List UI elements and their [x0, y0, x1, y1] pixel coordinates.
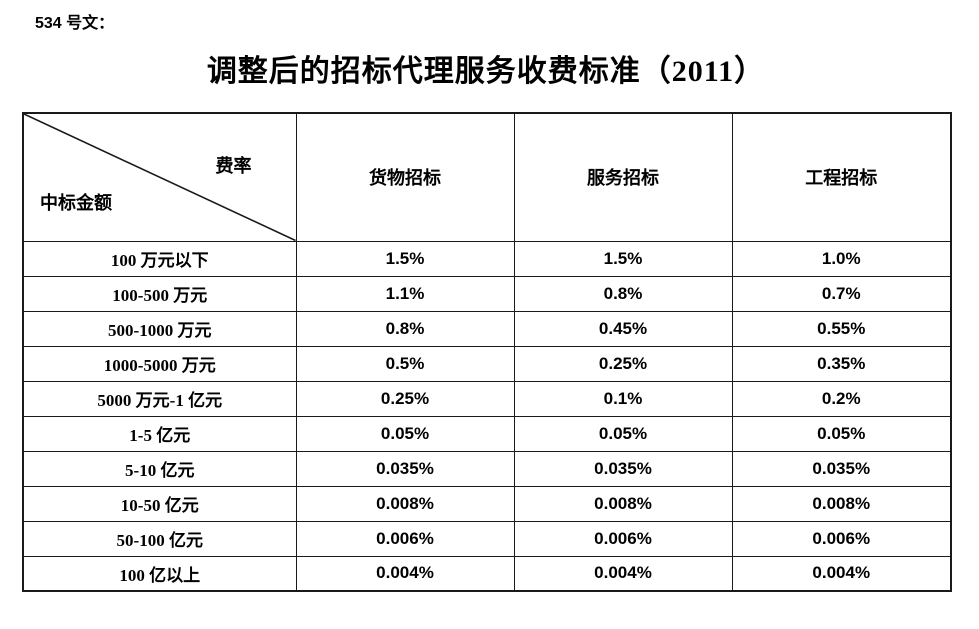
rate-cell: 0.35% — [731, 345, 952, 382]
amount-cell: 50-100 亿元 — [22, 520, 297, 557]
table-row: 100 亿以上 0.004% 0.004% 0.004% — [22, 555, 952, 592]
table-row: 1000-5000 万元 0.5% 0.25% 0.35% — [22, 345, 952, 382]
rate-cell: 0.008% — [513, 485, 733, 522]
amount-cell: 1000-5000 万元 — [22, 345, 297, 382]
rate-cell: 0.5% — [295, 345, 515, 382]
rate-cell: 0.7% — [731, 275, 952, 312]
rate-cell: 0.55% — [731, 310, 952, 347]
rate-cell: 0.004% — [731, 555, 952, 592]
rate-cell: 0.008% — [731, 485, 952, 522]
rate-cell: 0.05% — [513, 415, 733, 452]
page-title: 调整后的招标代理服务收费标准（2011） — [206, 55, 766, 88]
rate-cell: 0.25% — [513, 345, 733, 382]
table-row: 500-1000 万元 0.8% 0.45% 0.55% — [22, 310, 952, 347]
fee-table-body: 100 万元以下 1.5% 1.5% 1.0% 100-500 万元 1.1% 0.8% 0.… — [22, 240, 952, 592]
column-header-engineering-bidding: 工程招标 — [731, 112, 952, 242]
rate-cell: 0.008% — [295, 485, 515, 522]
table-row: 10-50 亿元 0.008% 0.008% 0.008% — [22, 485, 952, 522]
rate-cell: 1.5% — [295, 240, 515, 277]
amount-cell: 10-50 亿元 — [22, 485, 297, 522]
rate-cell: 0.05% — [731, 415, 952, 452]
rate-cell: 0.035% — [295, 450, 515, 487]
amount-cell: 1-5 亿元 — [22, 415, 297, 452]
rate-cell: 0.1% — [513, 380, 733, 417]
rate-cell: 0.25% — [295, 380, 515, 417]
table-row: 5-10 亿元 0.035% 0.035% 0.035% — [22, 450, 952, 487]
rate-cell: 0.004% — [295, 555, 515, 592]
column-header-service-bidding: 服务招标 — [513, 112, 733, 242]
table-row: 50-100 亿元 0.006% 0.006% 0.006% — [22, 520, 952, 557]
amount-cell: 5-10 亿元 — [22, 450, 297, 487]
amount-cell: 100 亿以上 — [22, 555, 297, 592]
amount-cell: 100 万元以下 — [22, 240, 297, 277]
rate-cell: 0.45% — [513, 310, 733, 347]
rate-cell: 0.2% — [731, 380, 952, 417]
fee-table: 费率 中标金额 货物招标 服务招标 工程招标 100 万元以下 1.5% 1.5% 1… — [22, 112, 952, 592]
table-row: 1-5 亿元 0.05% 0.05% 0.05% — [22, 415, 952, 452]
rate-cell: 0.035% — [731, 450, 952, 487]
corner-header-cell: 费率 中标金额 — [22, 112, 297, 242]
rate-cell: 0.004% — [513, 555, 733, 592]
doc-number-label: 534 号文： — [35, 15, 115, 32]
amount-cell: 500-1000 万元 — [22, 310, 297, 347]
rate-cell: 0.8% — [513, 275, 733, 312]
rate-cell: 0.006% — [513, 520, 733, 557]
rate-cell: 1.0% — [731, 240, 952, 277]
amount-cell: 100-500 万元 — [22, 275, 297, 312]
diagonal-divider-line — [24, 114, 296, 241]
table-row: 100 万元以下 1.5% 1.5% 1.0% — [22, 240, 952, 277]
corner-label-amount: 中标金额 — [40, 192, 112, 213]
rate-cell: 0.006% — [731, 520, 952, 557]
rate-cell: 0.05% — [295, 415, 515, 452]
amount-cell: 5000 万元-1 亿元 — [22, 380, 297, 417]
table-row: 100-500 万元 1.1% 0.8% 0.7% — [22, 275, 952, 312]
rate-cell: 0.006% — [295, 520, 515, 557]
rate-cell: 0.8% — [295, 310, 515, 347]
header-row: 费率 中标金额 货物招标 服务招标 工程招标 — [22, 112, 952, 242]
rate-cell: 0.035% — [513, 450, 733, 487]
table-row: 5000 万元-1 亿元 0.25% 0.1% 0.2% — [22, 380, 952, 417]
column-header-goods-bidding: 货物招标 — [295, 112, 515, 242]
rate-cell: 1.1% — [295, 275, 515, 312]
corner-label-rate: 费率 — [215, 156, 252, 176]
rate-cell: 1.5% — [513, 240, 733, 277]
